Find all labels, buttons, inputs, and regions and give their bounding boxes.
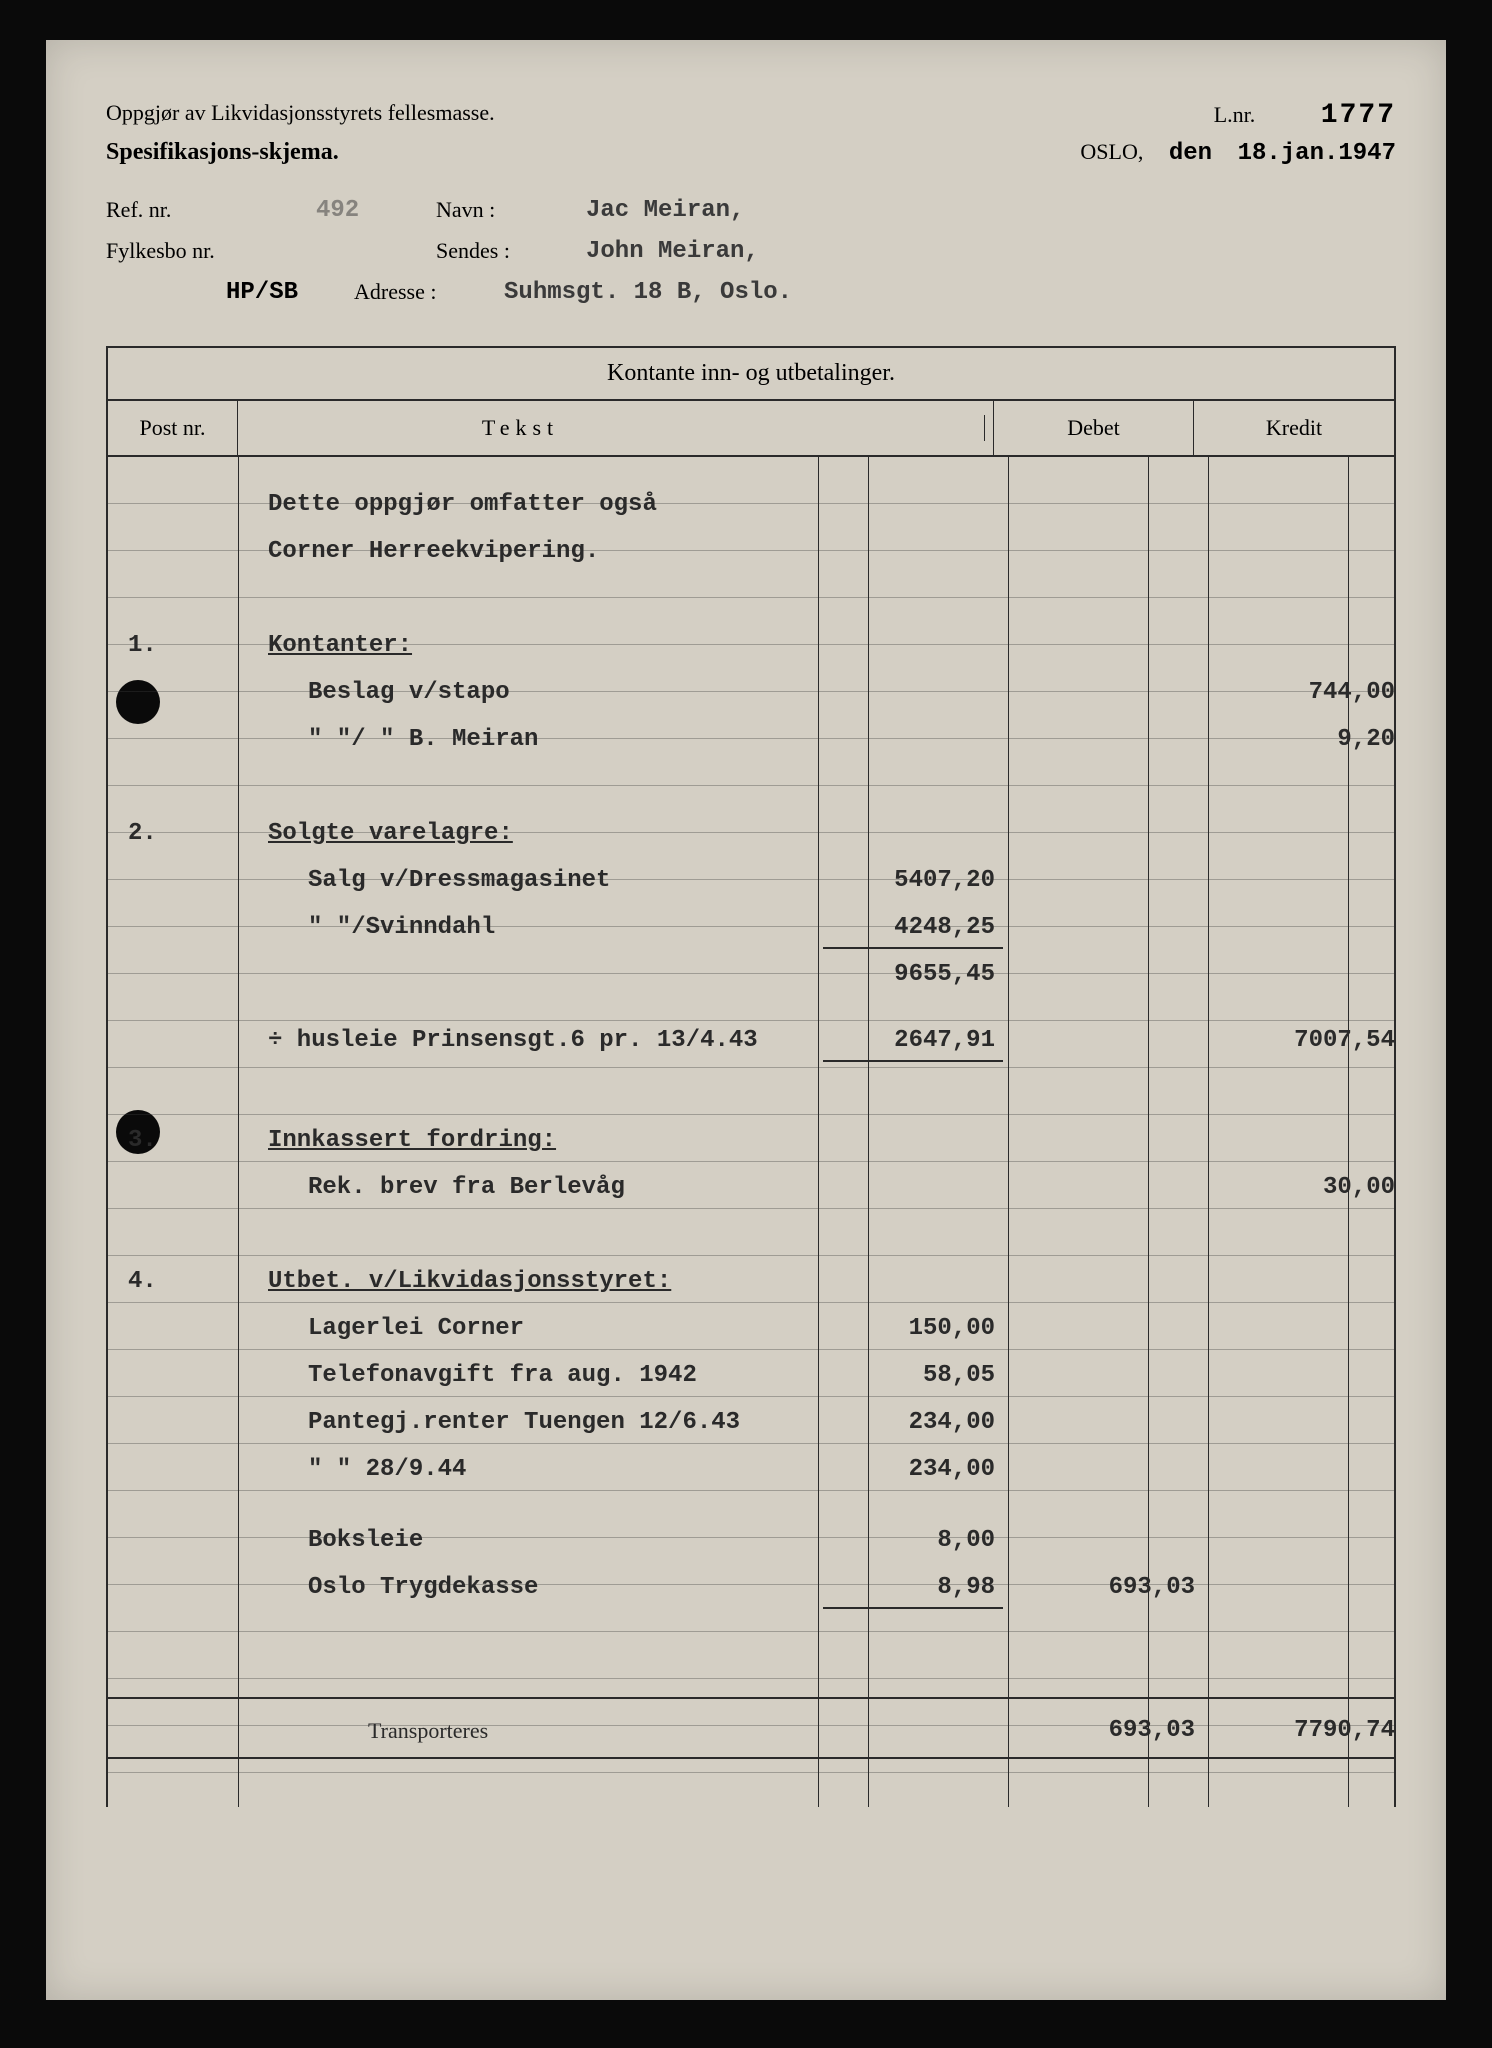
city-label: OSLO,: [1080, 139, 1143, 164]
sendes-label: Sendes :: [436, 238, 576, 265]
row-sub: 9655,45: [823, 961, 1003, 988]
adresse-label: Adresse :: [354, 279, 494, 306]
lnr-block: L.nr. 1777: [1214, 100, 1396, 131]
navn-label: Navn :: [436, 197, 576, 224]
section-title: Solgte varelagre:: [268, 820, 808, 847]
col-sub: [795, 415, 985, 441]
row-text: Boksleie: [308, 1527, 808, 1554]
table-title: Kontante inn- og utbetalinger.: [108, 348, 1394, 401]
row-sub: 58,05: [823, 1362, 1003, 1389]
row-kredit: 9,20: [1213, 726, 1403, 753]
row-kredit: 30,00: [1213, 1174, 1403, 1201]
intro-line-2: Corner Herreekvipering.: [268, 538, 808, 565]
col-tekst: Tekst: [246, 415, 795, 441]
ledger-table: Kontante inn- og utbetalinger. Post nr. …: [106, 346, 1396, 1807]
row-sub: 8,00: [823, 1527, 1003, 1554]
intro-line-1: Dette oppgjør omfatter også: [268, 491, 808, 518]
section-num: 1.: [128, 632, 157, 659]
col-kredit: Kredit: [1194, 401, 1394, 455]
row-text: Beslag v/stapo: [308, 679, 808, 706]
col-debet: Debet: [994, 401, 1194, 455]
city-date: OSLO, den 18.jan.1947: [1080, 139, 1396, 167]
row-kredit: 7007,54: [1213, 1027, 1403, 1054]
section-num: 4.: [128, 1268, 157, 1295]
row-sub: 234,00: [823, 1456, 1003, 1483]
row-text: " "/ " B. Meiran: [308, 726, 808, 753]
row-text: " "/Svinndahl: [308, 914, 808, 941]
row-text: Rek. brev fra Berlevåg: [308, 1174, 808, 1201]
col-post: Post nr.: [108, 401, 238, 455]
fylkesbo-label: Fylkesbo nr.: [106, 238, 306, 265]
row-kredit: 744,00: [1213, 679, 1403, 706]
row-text: ÷ husleie Prinsensgt.6 pr. 13/4.43: [268, 1027, 823, 1054]
date-prefix: den: [1169, 140, 1212, 167]
header-top: Oppgjør av Likvidasjonsstyrets fellesmas…: [106, 100, 1396, 131]
row-text: Lagerlei Corner: [308, 1315, 808, 1342]
row-text: Salg v/Dressmagasinet: [308, 867, 808, 894]
section-title: Innkassert fordring:: [268, 1127, 808, 1154]
hpsb-code: HP/SB: [226, 279, 298, 306]
section-title: Kontanter:: [268, 632, 808, 659]
row-text: Oslo Trygdekasse: [308, 1574, 808, 1601]
reference-section: Ref. nr. 492 Navn : Jac Meiran, Fylkesbo…: [106, 197, 1396, 306]
row-debet: 693,03: [1013, 1574, 1203, 1601]
navn-value: Jac Meiran,: [586, 197, 744, 224]
table-header: Post nr. Tekst Debet Kredit: [108, 401, 1394, 457]
transporteres-label: Transporteres: [368, 1718, 908, 1744]
sendes-value: John Meiran,: [586, 238, 759, 265]
ref-nr-value: 492: [316, 197, 436, 224]
row-text: Telefonavgift fra aug. 1942: [308, 1362, 808, 1389]
row-sub: 150,00: [823, 1315, 1003, 1342]
lnr-label: L.nr.: [1214, 102, 1256, 127]
row-sub: 4248,25: [823, 914, 1003, 941]
table-body: Dette oppgjør omfatter også Corner Herre…: [108, 457, 1394, 1807]
header-row2: Spesifikasjons-skjema. OSLO, den 18.jan.…: [106, 139, 1396, 167]
row-text: " " 28/9.44: [308, 1456, 808, 1483]
section-title: Utbet. v/Likvidasjonsstyret:: [268, 1268, 808, 1295]
section-num: 3.: [128, 1127, 157, 1154]
lnr-value: 1777: [1321, 100, 1396, 131]
header-title-1: Oppgjør av Likvidasjonsstyrets fellesmas…: [106, 100, 495, 131]
row-sub: 234,00: [823, 1409, 1003, 1436]
section-num: 2.: [128, 820, 157, 847]
transporteres-kredit: 7790,74: [1213, 1717, 1403, 1744]
date-value: 18.jan.1947: [1238, 140, 1396, 167]
document-page: Oppgjør av Likvidasjonsstyrets fellesmas…: [46, 40, 1446, 2000]
row-sub: 2647,91: [823, 1027, 1003, 1054]
row-sub: 8,98: [823, 1574, 1003, 1601]
row-text: Pantegj.renter Tuengen 12/6.43: [308, 1409, 808, 1436]
adresse-value: Suhmsgt. 18 B, Oslo.: [504, 279, 792, 306]
row-sub: 5407,20: [823, 867, 1003, 894]
header-title-2: Spesifikasjons-skjema.: [106, 139, 339, 167]
ref-nr-label: Ref. nr.: [106, 197, 306, 224]
transporteres-debet: 693,03: [1013, 1717, 1203, 1744]
